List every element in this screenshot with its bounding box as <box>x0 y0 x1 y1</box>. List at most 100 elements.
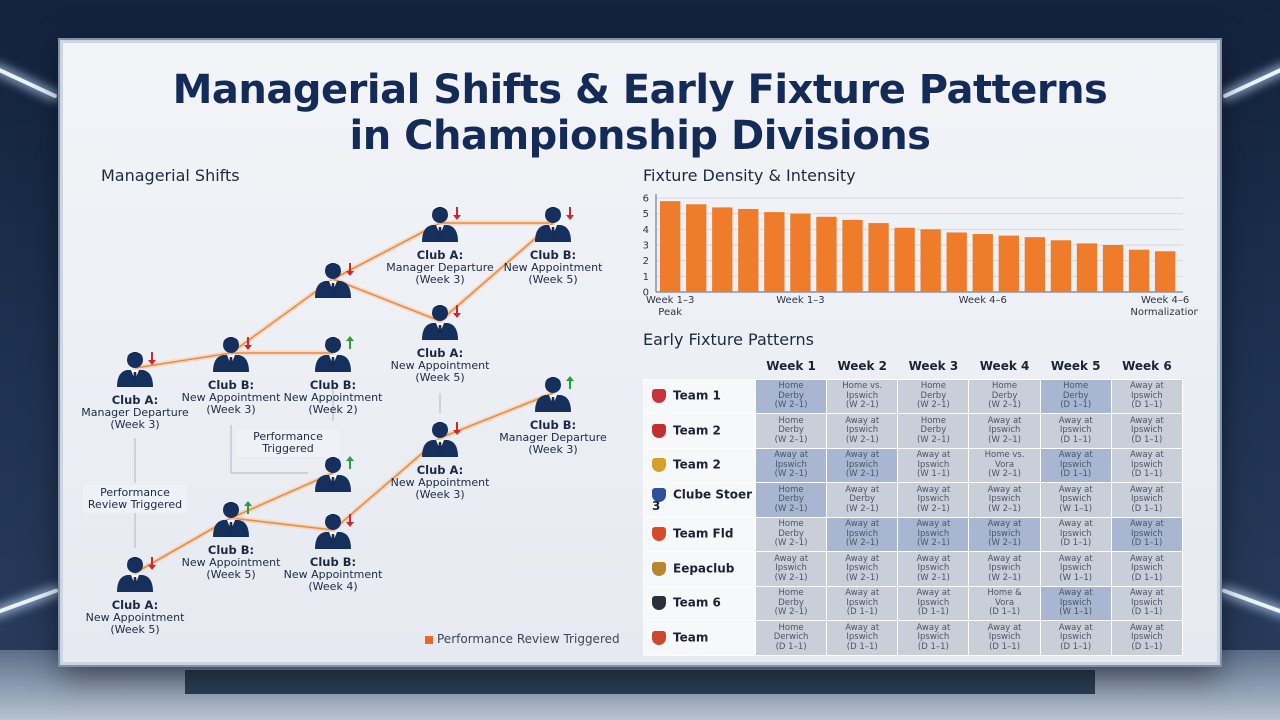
node-club-label: Club A: <box>417 346 464 360</box>
fixture-cell[interactable]: Away at Ipswich (W 2–1) <box>968 551 1041 587</box>
fixture-cell[interactable]: Home Derby (W 2–1) <box>968 378 1041 414</box>
manager-node[interactable]: Club B:New Appointment(Week 5) <box>504 207 604 286</box>
manager-icon <box>213 337 249 372</box>
fixture-cell[interactable]: Away at Ipswich (W 1–1) <box>897 447 970 483</box>
table-row[interactable]: Eepaclub Away at Ipswich (W 2–1) Away at Ipsw… <box>643 551 1184 587</box>
fixture-cell[interactable]: Away at Ipswich (D 1–1) <box>1110 620 1184 656</box>
fixture-cell[interactable]: Away at Ipswich (D 1–1) <box>1110 482 1184 518</box>
node-club-label: Club A: <box>112 598 159 612</box>
connection-lines <box>132 220 556 576</box>
fixture-cell[interactable]: Home Derby (W 2–1) <box>897 413 970 449</box>
fixture-cell[interactable]: Home vs. Vora (W 2–1) <box>968 447 1041 483</box>
fixture-cell[interactable]: Home Derby (W 2–1) <box>754 585 828 621</box>
fixture-result: (W 2–1) <box>845 400 879 410</box>
manager-node[interactable]: Club B:New Appointment(Week 5) <box>182 501 282 581</box>
fixture-cell[interactable]: Away at Ipswich (D 1–1) <box>826 585 899 621</box>
manager-icon <box>422 305 458 340</box>
fixture-cell[interactable]: Away at Ipswich (W 2–1) <box>897 551 970 587</box>
fixture-cell[interactable]: Away at Ipswich (D 1–1) <box>1039 516 1112 552</box>
fixture-cell[interactable]: Away at Ipswich (W 1–1) <box>1039 551 1112 587</box>
table-row[interactable]: Team 2 Home Derby (W 2–1) Away at Ipswich (W 2… <box>643 413 1184 449</box>
table-row[interactable]: Team Fld Home Derby (W 2–1) Away at Ipswich (W… <box>643 516 1184 552</box>
fixture-cell[interactable]: Away at Ipswich (W 2–1) <box>897 482 970 518</box>
manager-node[interactable]: Club A:Manager Departure(Week 3) <box>386 207 494 286</box>
week-column-header: Week 2 <box>837 358 888 373</box>
fixture-cell[interactable]: Home Derby (W 2–1) <box>754 378 828 414</box>
node-week-label: (Week 2) <box>308 403 357 416</box>
manager-node[interactable]: Club A:New Appointment(Week 5) <box>86 557 186 636</box>
fixture-text: Home <box>778 484 804 495</box>
fixture-cell[interactable]: Away at Ipswich (W 2–1) <box>754 447 828 483</box>
fixture-cell[interactable]: Away at Ipswich (D 1–1) <box>1110 516 1184 552</box>
manager-node[interactable]: Club B:New Appointment(Week 3) <box>182 337 282 416</box>
fixture-cell[interactable]: Away at Ipswich (D 1–1) <box>1039 620 1112 656</box>
fixture-text: Vora <box>995 459 1015 470</box>
fixture-cell[interactable]: Away at Ipswich (D 1–1) <box>1039 447 1112 483</box>
manager-node[interactable]: Club B:New Appointment(Week 2) <box>284 336 384 416</box>
fixture-cell[interactable]: Away at Ipswich (D 1–1) <box>968 620 1041 656</box>
manager-node[interactable] <box>315 456 354 492</box>
fixture-cell[interactable]: Home Derby (W 2–1) <box>897 378 970 414</box>
fixture-cell[interactable]: Away at Ipswich (D 1–1) <box>1039 413 1112 449</box>
table-row[interactable]: Team 2 Away at Ipswich (W 2–1) Away at Ipswic… <box>643 447 1184 483</box>
fixture-cell[interactable]: Home vs. Ipswich (W 2–1) <box>826 378 899 414</box>
fixture-text: Away at <box>916 484 951 495</box>
fixture-cell[interactable]: Home Derby (W 2–1) <box>754 516 828 552</box>
fixture-result: (W 2–1) <box>988 434 1021 445</box>
table-row[interactable]: Team 1 Home Derby (W 2–1) Home vs. Ipswich (W … <box>643 378 1184 414</box>
fixture-cell[interactable]: Home Derwich (D 1–1) <box>754 620 828 656</box>
fixture-text: Away at <box>1058 484 1093 495</box>
fixture-cell[interactable]: Home & Vora (D 1–1) <box>968 585 1041 621</box>
fixture-cell[interactable]: Away at Ipswich (D 1–1) <box>1110 551 1184 587</box>
fixture-text: Away at <box>1129 622 1164 633</box>
fixture-cell[interactable]: Away at Ipswich (W 2–1) <box>968 482 1041 518</box>
fixture-cell[interactable]: Away at Ipswich (W 2–1) <box>968 413 1041 449</box>
manager-node[interactable] <box>315 263 354 298</box>
bar <box>764 212 785 292</box>
fixture-cell[interactable]: Away at Ipswich (W 2–1) <box>826 447 899 483</box>
fixture-cell[interactable]: Away at Ipswich (W 1–1) <box>1039 585 1112 621</box>
node-event-label: New Appointment <box>391 359 491 372</box>
manager-node[interactable]: Club B:Manager Departure(Week 3) <box>499 376 607 456</box>
fixture-result: (W 2–1) <box>845 469 879 479</box>
fixture-cell[interactable]: Away at Ipswich (W 2–1) <box>897 516 970 552</box>
fixture-cell[interactable]: Home Derby (W 2–1) <box>754 413 828 449</box>
fixture-cell[interactable]: Away at Ipswich (W 2–1) <box>826 413 899 449</box>
table-row[interactable]: Team Home Derwich (D 1–1) Away at Ipswich (D 1… <box>643 620 1184 656</box>
fixture-cell[interactable]: Away at Ipswich (W 2–1) <box>826 551 899 587</box>
fixture-cell[interactable]: Away at Ipswich (D 1–1) <box>826 620 899 656</box>
fixture-cell[interactable]: Away at Ipswich (D 1–1) <box>1110 585 1184 621</box>
fixture-cell[interactable]: Away at Ipswich (W 2–1) <box>968 516 1041 552</box>
fixture-cell[interactable]: Away at Ipswich (D 1–1) <box>1110 378 1184 414</box>
fixture-cell[interactable]: Away at Derby (W 2–1) <box>826 482 899 518</box>
node-week-label: (Week 3) <box>528 443 577 456</box>
team-cell: Clube Stoer 3 <box>643 482 756 518</box>
fixture-cell[interactable]: Home Derby (W 2–1) <box>754 482 828 518</box>
fixture-cell[interactable]: Home Derby (D 1–1) <box>1039 378 1112 414</box>
manager-node[interactable]: Club A:New Appointment(Week 3) <box>391 422 491 501</box>
fixture-cell[interactable]: Away at Ipswich (D 1–1) <box>897 620 970 656</box>
fixture-cell[interactable]: Away at Ipswich (W 1–1) <box>1039 482 1112 518</box>
fixture-cell[interactable]: Away at Ipswich (W 2–1) <box>754 551 828 587</box>
fixture-cell[interactable]: Away at Ipswich (D 1–1) <box>1110 413 1184 449</box>
node-club-label: Club B: <box>208 378 254 392</box>
manager-node[interactable]: Club A:Manager Departure(Week 3) <box>81 352 189 431</box>
fixture-cell[interactable]: Away at Ipswich (D 1–1) <box>1110 447 1184 483</box>
fixture-text: Ipswich <box>775 563 807 573</box>
team-name: Team Fld <box>673 526 734 541</box>
trend-down-arrow-icon <box>453 305 461 318</box>
fixture-result: (W 2–1) <box>845 503 879 514</box>
manager-icon <box>315 337 351 372</box>
table-header-row: Week 1 Week 2 Week 3 Week 4 Week 5 Week 6 <box>644 353 1183 379</box>
table-row[interactable]: Team 6 Home Derby (W 2–1) Away at Ipswich (D 1… <box>643 585 1184 621</box>
fixture-text: Ipswich <box>1059 425 1092 435</box>
fixture-cell[interactable]: Away at Ipswich (W 2–1) <box>826 516 899 552</box>
manager-node[interactable]: Club A:New Appointment(Week 5) <box>391 305 491 384</box>
table-row[interactable]: Clube Stoer 3 Home Derby (W 2–1) Away at Derb… <box>643 482 1184 518</box>
node-event-label: New Appointment <box>182 556 282 569</box>
manager-node[interactable]: Club B:New Appointment(Week 4) <box>284 514 384 593</box>
bar <box>946 232 967 292</box>
fixture-cell[interactable]: Away at Ipswich (D 1–1) <box>897 585 970 621</box>
node-event-label: New Appointment <box>284 391 384 404</box>
fixture-result: (W 1–1) <box>1059 503 1093 514</box>
